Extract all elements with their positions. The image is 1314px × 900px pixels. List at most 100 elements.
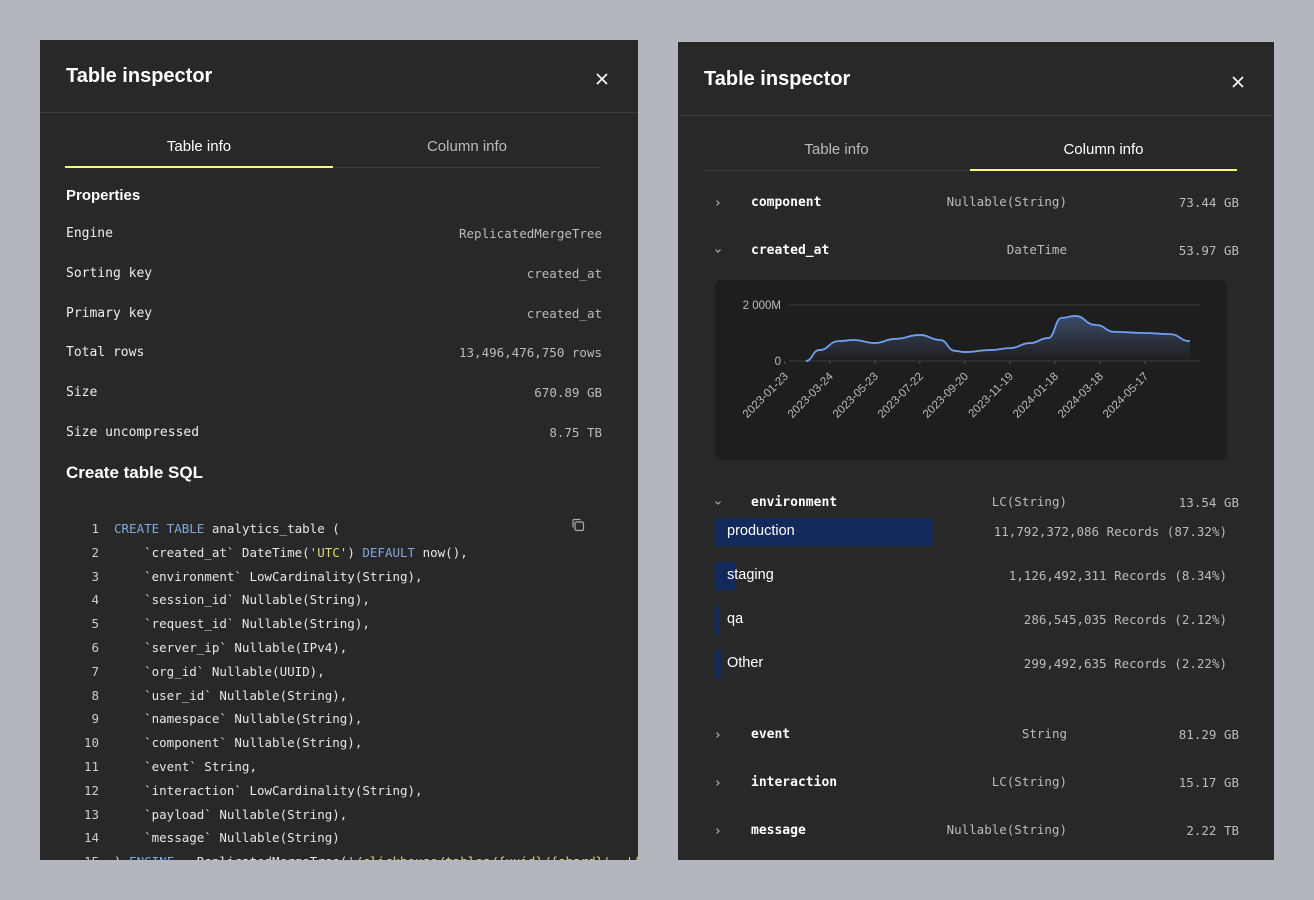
- code-token: `environment` LowCardinality(String),: [114, 569, 423, 584]
- column-type: LC(String): [992, 494, 1067, 509]
- code-line: `payload` Nullable(String),: [114, 807, 347, 822]
- column-type: LC(String): [992, 774, 1067, 789]
- value-name: Other: [727, 655, 763, 671]
- code-token: CREATE TABLE: [114, 521, 204, 536]
- value-count: 286,545,035 Records (2.12%): [1024, 612, 1227, 627]
- column-name[interactable]: interaction: [751, 775, 837, 790]
- line-number: 9: [91, 711, 99, 726]
- column-name[interactable]: component: [751, 195, 821, 210]
- tab[interactable]: Column info: [970, 141, 1237, 158]
- column-type: Nullable(String): [947, 822, 1067, 837]
- code-token: analytics_table (: [204, 521, 339, 536]
- chevron[interactable]: [714, 731, 722, 739]
- code-token: = ReplicatedMergeTree(: [174, 854, 347, 860]
- column-type: DateTime: [1007, 242, 1067, 257]
- value-name: qa: [727, 611, 743, 627]
- code-line: `message` Nullable(String): [114, 830, 340, 845]
- property-value: 13,496,476,750 rows: [459, 345, 602, 360]
- line-number: 4: [91, 592, 99, 607]
- property-value: created_at: [527, 306, 602, 321]
- code-token: '{replica}': [626, 854, 638, 860]
- code-line: `created_at` DateTime('UTC') DEFAULT now…: [114, 545, 468, 560]
- x-tick-label: 2023-07-22: [876, 371, 926, 421]
- panel-title: Table inspector: [704, 68, 850, 91]
- tab-underline: [65, 166, 333, 168]
- code-token: `server_ip` Nullable(IPv4),: [114, 640, 347, 655]
- code-line: `interaction` LowCardinality(String),: [114, 783, 423, 798]
- column-name[interactable]: message: [751, 823, 806, 838]
- close-button[interactable]: [1232, 76, 1244, 88]
- x-tick-label: 2023-03-24: [786, 370, 837, 421]
- value-count: 1,126,492,311 Records (8.34%): [1009, 568, 1227, 583]
- right-panel: Table inspector Table infoColumn info comp…: [678, 42, 1274, 860]
- property-value: 670.89 GB: [534, 385, 602, 400]
- line-number: 13: [84, 807, 99, 822]
- code-line: `user_id` Nullable(String),: [114, 688, 347, 703]
- line-number: 5: [91, 616, 99, 631]
- line-number: 14: [84, 830, 99, 845]
- property-label: Size uncompressed: [66, 425, 199, 440]
- x-tick-label: 2023-05-23: [831, 371, 881, 421]
- code-token: ENGINE: [129, 854, 174, 860]
- code-line: `component` Nullable(String),: [114, 735, 362, 750]
- column-name[interactable]: environment: [751, 495, 837, 510]
- property-value: ReplicatedMergeTree: [459, 226, 602, 241]
- code-line: `session_id` Nullable(String),: [114, 592, 370, 607]
- tab[interactable]: Column info: [333, 138, 601, 155]
- code-token: '/clickhouse/tables/{uuid}/{shard}': [347, 854, 610, 860]
- column-type: Nullable(String): [947, 194, 1067, 209]
- x-tick-label: 2023-01-23: [741, 371, 791, 421]
- property-value: created_at: [527, 266, 602, 281]
- left-panel: Table inspectorTable infoColumn infoProp…: [40, 40, 638, 860]
- code-line: ) ENGINE = ReplicatedMergeTree('/clickho…: [114, 854, 638, 860]
- code-token: ): [347, 545, 362, 560]
- line-number: 3: [91, 569, 99, 584]
- chevron[interactable]: [714, 199, 722, 207]
- close-button[interactable]: [596, 73, 608, 85]
- line-number: 8: [91, 688, 99, 703]
- chevron[interactable]: [714, 827, 722, 835]
- copy-button[interactable]: [571, 518, 585, 532]
- line-number: 15: [84, 854, 99, 860]
- x-tick-label: 2023-09-20: [921, 371, 971, 421]
- x-tick-label: 2024-01-18: [1011, 371, 1061, 421]
- code-line: `server_ip` Nullable(IPv4),: [114, 640, 347, 655]
- code-token: ): [114, 854, 129, 860]
- line-number: 1: [91, 521, 99, 536]
- y-tick-label: 2 000M: [743, 300, 781, 312]
- code-token: 'UTC': [310, 545, 348, 560]
- y-tick-label: 0: [775, 356, 781, 368]
- code-line: `event` String,: [114, 759, 257, 774]
- tab[interactable]: Table info: [703, 141, 970, 158]
- distribution-bar: [715, 650, 721, 678]
- column-name[interactable]: event: [751, 727, 790, 742]
- column-size: 13.54 GB: [1179, 495, 1239, 510]
- line-number: 7: [91, 664, 99, 679]
- code-token: `namespace` Nullable(String),: [114, 711, 362, 726]
- chevron[interactable]: [714, 499, 722, 507]
- chevron[interactable]: [714, 779, 722, 787]
- column-size: 2.22 TB: [1186, 823, 1239, 838]
- property-label: Sorting key: [66, 266, 152, 281]
- code-line: `org_id` Nullable(UUID),: [114, 664, 325, 679]
- code-token: `component` Nullable(String),: [114, 735, 362, 750]
- value-count: 299,492,635 Records (2.22%): [1024, 656, 1227, 671]
- value-name: production: [727, 523, 795, 539]
- code-token: DEFAULT: [362, 545, 415, 560]
- property-label: Total rows: [66, 345, 144, 360]
- line-number: 12: [84, 783, 99, 798]
- chevron[interactable]: [714, 247, 722, 255]
- tab[interactable]: Table info: [65, 138, 333, 155]
- property-label: Size: [66, 385, 97, 400]
- line-number: 2: [91, 545, 99, 560]
- code-token: `session_id` Nullable(String),: [114, 592, 370, 607]
- code-line: `environment` LowCardinality(String),: [114, 569, 423, 584]
- column-type: String: [1022, 726, 1067, 741]
- code-token: `created_at` DateTime(: [114, 545, 310, 560]
- column-name[interactable]: created_at: [751, 243, 829, 258]
- code-token: ,: [611, 854, 626, 860]
- value-count: 11,792,372,086 Records (87.32%): [994, 524, 1227, 539]
- distribution-bar: [715, 606, 720, 634]
- code-token: `request_id` Nullable(String),: [114, 616, 370, 631]
- property-value: 8.75 TB: [549, 425, 602, 440]
